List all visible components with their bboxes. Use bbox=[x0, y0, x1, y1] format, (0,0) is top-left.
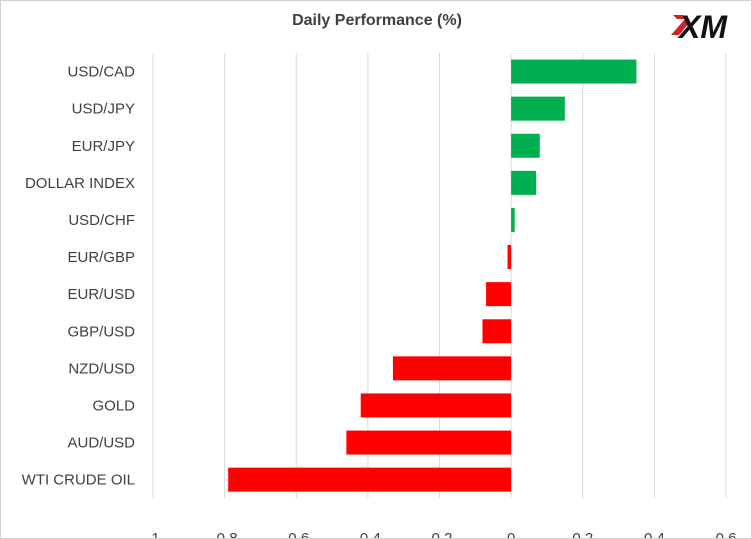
bar bbox=[346, 430, 512, 455]
x-tick-label: 0.2 bbox=[572, 530, 593, 538]
category-label: GBP/USD bbox=[67, 323, 135, 340]
category-label: GOLD bbox=[92, 397, 135, 414]
x-tick-label: -0.6 bbox=[283, 530, 309, 538]
chart-title: Daily Performance (%) bbox=[292, 12, 462, 29]
bar bbox=[511, 59, 637, 84]
bars bbox=[228, 59, 637, 492]
category-label: USD/CAD bbox=[67, 64, 135, 81]
x-tick-label: 0.4 bbox=[644, 530, 665, 538]
bar bbox=[392, 356, 512, 381]
category-label: NZD/USD bbox=[68, 360, 135, 377]
bar bbox=[507, 245, 512, 270]
category-labels: USD/CAD USD/JPY EUR/JPY DOLLAR INDEX USD/CHF… bbox=[22, 64, 136, 489]
category-label: EUR/JPY bbox=[72, 138, 135, 155]
bar bbox=[511, 96, 565, 121]
bar bbox=[511, 170, 537, 195]
bar bbox=[511, 207, 515, 232]
category-label: EUR/USD bbox=[67, 286, 135, 303]
category-label: USD/JPY bbox=[72, 101, 135, 118]
bar bbox=[360, 393, 512, 418]
x-tick-labels: -1 -0.8 -0.6 -0.4 -0.2 0 0.2 0.4 0.6 bbox=[146, 530, 736, 538]
category-label: WTI CRUDE OIL bbox=[22, 472, 135, 489]
x-tick-label: -1 bbox=[146, 530, 159, 538]
xm-logo: XM bbox=[671, 9, 728, 45]
x-tick-label: 0.6 bbox=[716, 530, 737, 538]
x-tick-label: -0.4 bbox=[355, 530, 381, 538]
category-label: USD/CHF bbox=[68, 212, 135, 229]
x-tick-label: -0.8 bbox=[212, 530, 238, 538]
x-tick-label: 0 bbox=[507, 530, 515, 538]
category-label: AUD/USD bbox=[67, 435, 135, 452]
category-label: EUR/GBP bbox=[67, 249, 135, 266]
category-label: DOLLAR INDEX bbox=[25, 175, 135, 192]
bar bbox=[482, 319, 512, 344]
xm-logo-text: XM bbox=[677, 9, 728, 45]
bar bbox=[228, 467, 512, 492]
bar bbox=[511, 133, 540, 158]
grid-lines bbox=[152, 53, 727, 499]
x-tick-label: -0.2 bbox=[427, 530, 453, 538]
bar bbox=[486, 282, 512, 307]
